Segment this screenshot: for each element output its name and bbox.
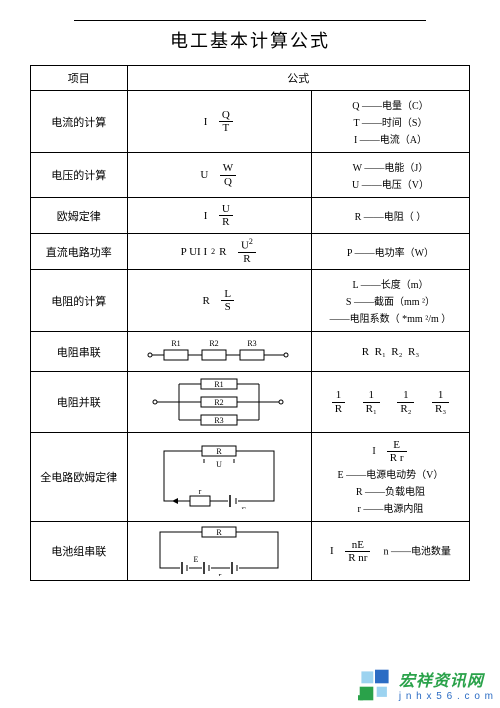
table-row: 欧姆定律I URR ——电阻（ ） (31, 198, 470, 234)
cell-formula: P UI I2R U2R (127, 234, 311, 270)
svg-text:r: r (219, 571, 222, 576)
page-title: 电工基本计算公式 (30, 27, 470, 53)
table-row: 电阻串联 R1 R2 R3 R R₁ R₂ R₃ (31, 332, 470, 372)
cell-formula: R1 R2 R3 (127, 332, 311, 372)
svg-text:R: R (217, 528, 223, 537)
cell-notes: R R₁ R₂ R₃ (311, 332, 469, 372)
table-row: 电压的计算U WQW ——电能（J）U ——电压（V） (31, 153, 470, 198)
watermark-title: 宏祥资讯网 (399, 667, 494, 691)
watermark: 宏祥资讯网 j n h x 5 6 . c o m (358, 667, 494, 702)
watermark-logo-icon (358, 668, 392, 702)
header-item: 项目 (31, 66, 128, 91)
cell-notes: 1R 1R₁ 1R₂ 1R₃ (311, 372, 469, 433)
watermark-text: 宏祥资讯网 j n h x 5 6 . c o m (399, 667, 494, 702)
cell-notes: W ——电能（J）U ——电压（V） (311, 153, 469, 198)
cell-item: 欧姆定律 (31, 198, 128, 234)
cell-notes: I nER nr n ——电池数量 (311, 522, 469, 581)
svg-text:R1: R1 (215, 380, 224, 389)
table-header-row: 项目 公式 (31, 66, 470, 91)
document-page: 电工基本计算公式 项目 公式 电流的计算I QTQ ——电量（C）T ——时间（… (0, 0, 500, 581)
svg-text:R: R (217, 447, 223, 456)
cell-notes: L ——长度（m）S ——截面（mm ²） ——电阻系数（ *mm ²/m ） (311, 270, 469, 332)
table-row: 电阻的计算R LSL ——长度（m）S ——截面（mm ²） ——电阻系数（ *… (31, 270, 470, 332)
cell-formula: RUr E (127, 433, 311, 522)
cell-notes: I ER rE ——电源电动势（V）R ——负载电阻r ——电源内阻 (311, 433, 469, 522)
title-rule-top (74, 20, 426, 21)
svg-text:R3: R3 (215, 416, 224, 425)
table-row: 电流的计算I QTQ ——电量（C）T ——时间（S）I ——电流（A） (31, 91, 470, 153)
cell-formula: R1 R2 R3 (127, 372, 311, 433)
series-diagram: R1 R2 R3 (144, 337, 294, 367)
cell-formula: U WQ (127, 153, 311, 198)
table-row: 直流电路功率P UI I2R U2RP ——电功率（W） (31, 234, 470, 270)
cell-notes: R ——电阻（ ） (311, 198, 469, 234)
cell-item: 电流的计算 (31, 91, 128, 153)
cell-item: 直流电路功率 (31, 234, 128, 270)
svg-text:R2: R2 (210, 339, 219, 348)
svg-text:R3: R3 (248, 339, 257, 348)
svg-text:R1: R1 (172, 339, 181, 348)
cell-formula: I UR (127, 198, 311, 234)
svg-text:r: r (199, 487, 202, 496)
battery-series-diagram: R Er (144, 526, 294, 576)
svg-text:U: U (216, 460, 222, 469)
cell-item: 电池组串联 (31, 522, 128, 581)
parallel-diagram: R1 R2 R3 (149, 376, 289, 428)
title-block: 电工基本计算公式 (30, 20, 470, 53)
cell-formula: R LS (127, 270, 311, 332)
table-row: 全电路欧姆定律 RUr E I ER rE ——电源电动势（V）R ——负载电阻r —… (31, 433, 470, 522)
svg-text:E: E (194, 555, 199, 564)
svg-text:E: E (242, 506, 247, 509)
full-circuit-diagram: RUr E (144, 445, 294, 509)
table-row: 电阻并联 R1 R2 R3 1R 1R₁ 1R₂ 1R₃ (31, 372, 470, 433)
cell-item: 电阻的计算 (31, 270, 128, 332)
cell-notes: P ——电功率（W） (311, 234, 469, 270)
header-formula: 公式 (127, 66, 469, 91)
cell-item: 电阻串联 (31, 332, 128, 372)
cell-item: 电压的计算 (31, 153, 128, 198)
table-row: 电池组串联 R Er I nER nr n ——电池数量 (31, 522, 470, 581)
svg-text:R2: R2 (215, 398, 224, 407)
cell-formula: I QT (127, 91, 311, 153)
cell-item: 全电路欧姆定律 (31, 433, 128, 522)
cell-item: 电阻并联 (31, 372, 128, 433)
cell-notes: Q ——电量（C）T ——时间（S）I ——电流（A） (311, 91, 469, 153)
formula-table: 项目 公式 电流的计算I QTQ ——电量（C）T ——时间（S）I ——电流（… (30, 65, 470, 581)
watermark-url: j n h x 5 6 . c o m (399, 691, 494, 702)
cell-formula: R Er (127, 522, 311, 581)
